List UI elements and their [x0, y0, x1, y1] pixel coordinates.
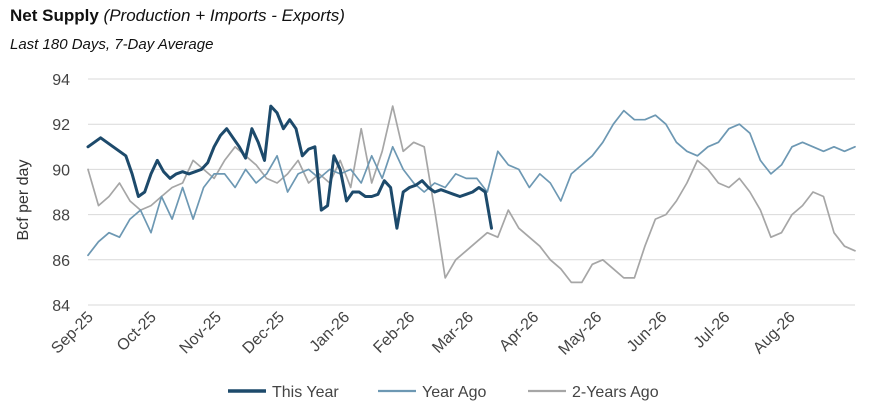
x-tick-label: Jun-26	[624, 309, 671, 356]
x-tick-label: Oct-25	[114, 309, 160, 355]
x-tick-label: Aug-26	[750, 309, 799, 358]
x-tick-label: Jan-26	[307, 309, 354, 356]
series-line-2-years-ago	[87, 105, 856, 284]
y-tick-label: 94	[52, 72, 70, 89]
y-tick-label: 86	[52, 253, 70, 270]
x-tick-label: Sep-25	[48, 309, 97, 358]
x-tick-label: Dec-25	[240, 309, 289, 358]
x-tick-label: Feb-26	[370, 309, 418, 357]
x-tick-label: Nov-25	[177, 309, 226, 358]
x-axis-ticks: Sep-25 Oct-25 Nov-25 Dec-25 Jan-26 Feb-26 Mar-…	[48, 309, 798, 359]
series-lines	[86, 104, 856, 284]
x-tick-label: Mar-26	[429, 309, 477, 357]
chart-title-main: Net Supply	[10, 6, 99, 25]
x-tick-label: May-26	[556, 309, 606, 359]
x-tick-label: Apr-26	[496, 309, 542, 355]
y-tick-label: 88	[52, 208, 70, 225]
y-axis-ticks: 84 86 88 90 92 94	[52, 72, 70, 315]
series-line-year-ago	[87, 109, 856, 257]
y-tick-label: 90	[52, 162, 70, 179]
legend-label: Year Ago	[422, 384, 486, 401]
y-axis-label: Bcf per day	[15, 160, 32, 241]
legend: This Year Year Ago 2-Years Ago	[228, 384, 659, 401]
y-tick-label: 92	[52, 117, 70, 134]
chart-title: Net Supply (Production + Imports - Expor…	[10, 6, 345, 26]
legend-label: 2-Years Ago	[572, 384, 659, 401]
legend-label: This Year	[272, 384, 339, 401]
y-tick-label: 84	[52, 298, 70, 315]
chart-subtitle: Last 180 Days, 7-Day Average	[10, 36, 214, 53]
gridlines	[88, 78, 855, 306]
series-line-this-year	[86, 104, 493, 230]
x-tick-label: Jul-26	[691, 309, 734, 352]
chart-title-suffix: (Production + Imports - Exports)	[103, 6, 345, 25]
